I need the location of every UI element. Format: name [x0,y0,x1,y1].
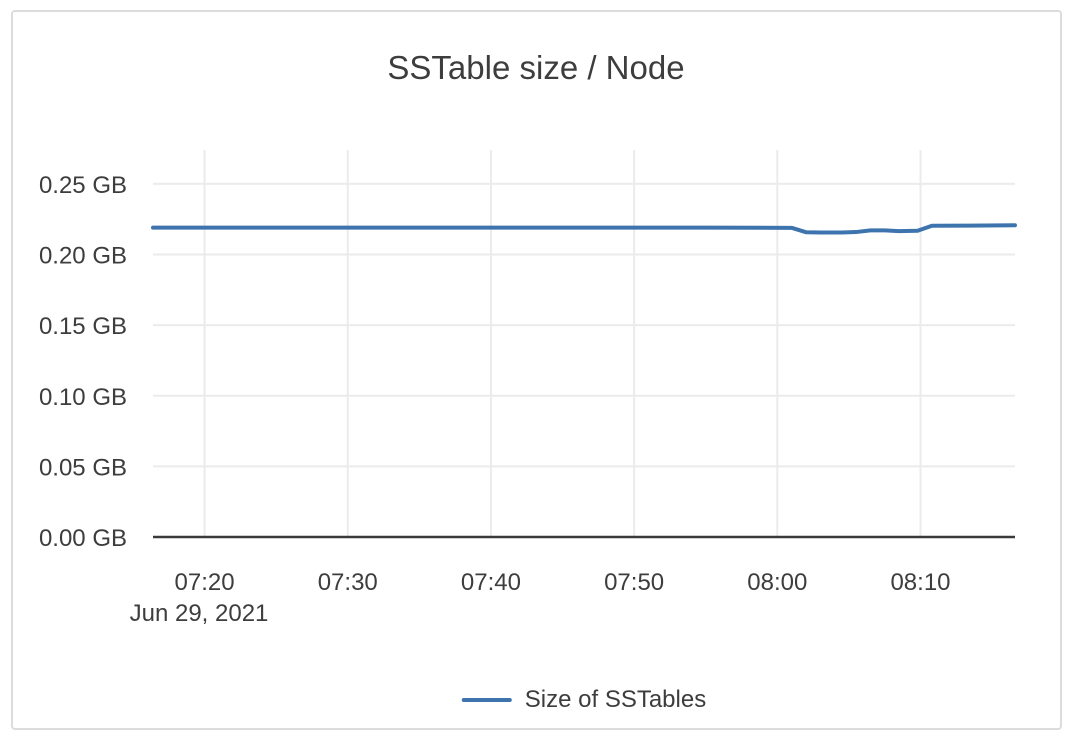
legend-label: Size of SSTables [524,686,707,713]
x-tick-label: 08:00 [747,569,807,596]
y-tick-label: 0.25 GB [39,172,127,199]
legend-line-swatch [461,698,512,702]
x-axis-date-label: Jun 29, 2021 [129,600,269,627]
x-tick-label: 08:10 [890,569,950,596]
chart-title: SSTable size / Node [387,49,685,86]
x-tick-label: 07:40 [461,569,521,596]
x-tick-label: 07:30 [318,569,378,596]
x-tick-label: 07:50 [604,569,664,596]
legend[interactable]: Size of SSTables [461,686,707,714]
x-tick-label: 07:20 [175,569,235,596]
y-tick-label: 0.10 GB [39,384,127,411]
y-tick-label: 0.05 GB [39,454,127,481]
series-line [151,223,1017,235]
y-tick-label: 0.20 GB [39,243,127,270]
chart-card [11,10,1062,730]
y-tick-label: 0.00 GB [39,525,127,552]
y-tick-label: 0.15 GB [39,313,127,340]
